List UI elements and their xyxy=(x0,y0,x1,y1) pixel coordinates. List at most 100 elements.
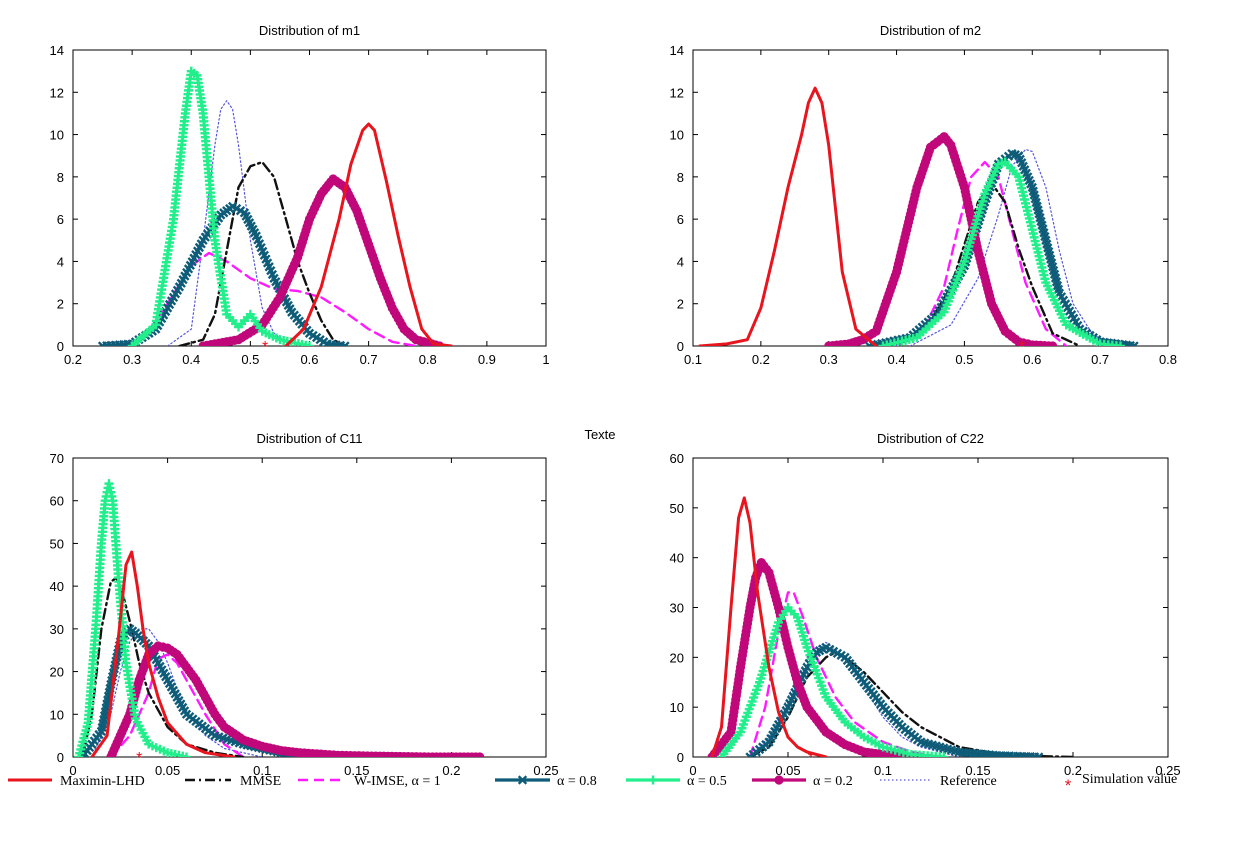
simulation-marker: * xyxy=(808,750,814,767)
x-tick-label: 0.25 xyxy=(1155,763,1180,778)
overlay-text: Texte xyxy=(584,427,615,442)
y-tick-label: 14 xyxy=(50,43,64,58)
legend-marker xyxy=(774,775,784,785)
legend-label: Maximin-LHD xyxy=(60,774,145,789)
y-tick-label: 50 xyxy=(670,501,684,516)
y-tick-label: 10 xyxy=(50,707,64,722)
series-maximin xyxy=(90,550,236,757)
legend-label: Simulation value xyxy=(1082,772,1177,787)
legend-label: α = 0.8 xyxy=(557,774,597,789)
x-tick-label: 0.15 xyxy=(344,763,369,778)
x-tick-label: 0 xyxy=(689,763,696,778)
series-a05 xyxy=(127,66,314,346)
series-line-reference xyxy=(91,628,263,757)
y-tick-label: 20 xyxy=(670,650,684,665)
y-tick-label: 4 xyxy=(677,254,684,269)
legend-item-simulation: * Simulation value xyxy=(1065,772,1178,795)
x-tick-label: 0.9 xyxy=(478,352,496,367)
series-maximin xyxy=(698,86,878,346)
series-marker-a02 xyxy=(1048,341,1058,346)
x-tick-label: 0.6 xyxy=(1023,352,1041,367)
legend-item-reference: Reference xyxy=(880,774,997,789)
chart-title: Distribution of m1 xyxy=(259,23,360,38)
y-tick-label: 10 xyxy=(670,700,684,715)
y-tick-label: 60 xyxy=(670,451,684,466)
legend-label: W-IMSE, α = 1 xyxy=(354,774,441,789)
chart-title: Distribution of C22 xyxy=(877,431,984,446)
series-marker-a05 xyxy=(878,341,888,346)
series-marker-a08 xyxy=(1129,341,1139,346)
y-tick-label: 12 xyxy=(50,85,64,100)
x-tick-label: 0.2 xyxy=(1064,763,1082,778)
x-tick-label: 0.6 xyxy=(300,352,318,367)
x-tick-label: 0.1 xyxy=(684,352,702,367)
y-tick-label: 14 xyxy=(670,43,684,58)
series-reference xyxy=(909,148,1122,346)
y-tick-label: 4 xyxy=(57,254,64,269)
y-tick-label: 20 xyxy=(50,665,64,680)
legend-item-maximin: Maximin-LHD xyxy=(8,774,145,789)
panel-2: Distribution of m2 0.1 0.2 0.3 0.4 0.5 0.6 0.7 0… xyxy=(670,23,1178,367)
legend-label: MMSE xyxy=(240,774,281,789)
y-tick-label: 60 xyxy=(50,494,64,509)
legend-marker xyxy=(517,775,528,785)
series-line-mmse xyxy=(178,160,347,346)
axes-frame xyxy=(692,49,1169,347)
x-tick-label: 0.1 xyxy=(253,763,271,778)
series-line-maximin xyxy=(90,550,236,757)
x-tick-label: 0.3 xyxy=(820,352,838,367)
series-marker-a05 xyxy=(305,341,314,346)
axes-frame xyxy=(72,49,547,347)
series-wimse xyxy=(895,160,1068,346)
legend-label: α = 0.5 xyxy=(687,774,727,789)
series-a05 xyxy=(717,603,949,757)
y-tick-label: 6 xyxy=(57,212,64,227)
series-line-wimse xyxy=(895,160,1068,346)
legend-item-wimse: W-IMSE, α = 1 xyxy=(298,774,441,789)
x-tick-label: 0.2 xyxy=(64,352,82,367)
x-tick-label: 0.05 xyxy=(775,763,800,778)
legend-item-a08: α = 0.8 xyxy=(495,774,597,789)
x-tick-label: 0.05 xyxy=(155,763,180,778)
series-line-reference xyxy=(909,148,1122,346)
x-tick-label: 0.8 xyxy=(419,352,437,367)
simulation-marker: * xyxy=(136,750,142,767)
legend-label: Reference xyxy=(940,774,997,789)
legend-item-mmse: MMSE xyxy=(185,774,281,789)
x-tick-label: 0.1 xyxy=(874,763,892,778)
series-marker-a05 xyxy=(182,752,192,757)
x-tick-label: 0.15 xyxy=(965,763,990,778)
y-tick-label: 0 xyxy=(57,339,64,354)
series-a05 xyxy=(878,157,1125,346)
x-tick-label: 0.7 xyxy=(1091,352,1109,367)
y-tick-label: 40 xyxy=(50,579,64,594)
x-tick-label: 0.5 xyxy=(955,352,973,367)
chart-title: Distribution of C11 xyxy=(257,431,363,446)
y-tick-label: 6 xyxy=(677,212,684,227)
x-tick-label: 0.25 xyxy=(533,763,558,778)
series-marker-a05 xyxy=(939,752,949,757)
x-tick-label: 0.3 xyxy=(123,352,141,367)
x-tick-label: 0.8 xyxy=(1159,352,1177,367)
legend-swatch: * xyxy=(1065,776,1072,795)
series-a02 xyxy=(106,641,485,757)
y-tick-label: 50 xyxy=(50,536,64,551)
legend-item-a05: α = 0.5 xyxy=(626,774,727,789)
x-tick-label: 0 xyxy=(69,763,76,778)
legend: Maximin-LHD MMSE W-IMSE, α = 1 α = 0.8 α = 0… xyxy=(8,772,1177,795)
series-maximin xyxy=(284,122,453,346)
simulation-marker: * xyxy=(262,339,268,356)
x-tick-label: 0.2 xyxy=(752,352,770,367)
legend-label: α = 0.2 xyxy=(813,774,853,789)
y-tick-label: 70 xyxy=(50,451,64,466)
y-tick-label: 0 xyxy=(677,339,684,354)
y-tick-label: 8 xyxy=(677,170,684,185)
panel-3: Distribution of C11 0 0.05 0.1 0.15 0.2 0.25 0 1… xyxy=(50,431,559,778)
series-marker-a02 xyxy=(475,752,485,757)
y-tick-label: 30 xyxy=(670,601,684,616)
series-marker-a08 xyxy=(1034,752,1044,757)
plot-area xyxy=(74,479,485,757)
series-marker-a08 xyxy=(340,341,350,346)
x-tick-label: 0.4 xyxy=(888,352,906,367)
